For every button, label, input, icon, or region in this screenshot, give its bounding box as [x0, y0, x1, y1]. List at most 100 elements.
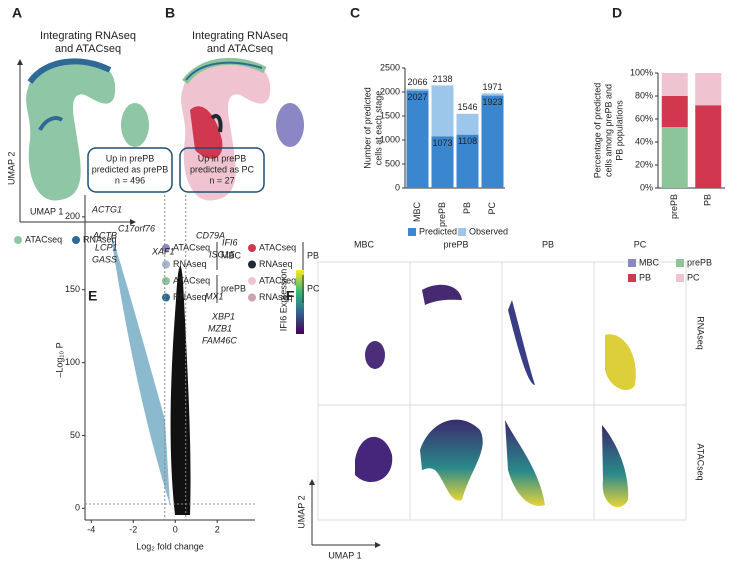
y-tick-label: 1500	[380, 110, 400, 120]
column-label: PB	[542, 239, 554, 249]
gene-label: GASS	[92, 254, 117, 264]
x-tick-label: PB	[703, 194, 713, 206]
legend-label: ATACseq	[173, 242, 210, 252]
y-tick-label: 200	[65, 211, 80, 221]
panel-letter: B	[165, 5, 175, 21]
bar	[431, 136, 454, 188]
axis-label: UMAP 1	[328, 550, 361, 560]
colorbar-label: IFI6 Expression	[278, 269, 288, 332]
gene-label: XAF1	[151, 246, 175, 256]
y-tick-label: 500	[385, 158, 400, 168]
value-label: 2066	[407, 77, 427, 87]
gene-label: ACTG1	[91, 204, 122, 214]
axis-label: Percentage of predicted	[592, 83, 602, 179]
x-tick-label: MBC	[412, 202, 422, 223]
legend-group: PB	[307, 250, 319, 260]
axis-label: cells among prePB and	[603, 84, 613, 177]
legend-label: RNAseq	[173, 292, 207, 302]
legend-swatch	[162, 260, 170, 269]
panel-title: Integrating RNAseq	[40, 30, 136, 42]
x-tick-label: 0	[173, 524, 178, 534]
legend-swatch	[458, 228, 466, 236]
gene-label: MZB1	[208, 323, 232, 333]
legend-label: RNAseq	[259, 259, 293, 269]
axis-label: Number of predicted	[362, 87, 372, 169]
legend-label: ATACseq	[259, 242, 296, 252]
x-tick-label: -2	[129, 524, 137, 534]
box-label: predicted as prePB	[92, 164, 169, 174]
group-box	[87, 147, 173, 193]
panel-letter: F	[286, 288, 295, 304]
y-tick-label: 60%	[635, 113, 653, 123]
legend-label: prePB	[687, 257, 712, 267]
column-label: prePB	[443, 239, 468, 249]
y-tick-label: 2000	[380, 86, 400, 96]
x-tick-label: -4	[87, 524, 95, 534]
panel-title: Integrating RNAseq	[192, 30, 288, 42]
volcano-cloud	[110, 230, 191, 515]
y-tick-label: 40%	[635, 136, 653, 146]
group-box	[179, 147, 265, 193]
f-grid	[296, 261, 687, 548]
axis-label: UMAP 2	[296, 495, 306, 528]
panel-letter: E	[88, 288, 97, 304]
value-label: 1546	[457, 102, 477, 112]
panel-title: and ATACseq	[55, 43, 121, 55]
bar	[481, 95, 504, 188]
gene-label: ACTB	[92, 230, 117, 240]
box-label: n = 27	[209, 175, 234, 185]
gene-label: ISG15	[209, 249, 236, 259]
legend-label: ATACseq	[259, 275, 296, 285]
umap-b	[181, 57, 304, 201]
gene-label: MX1	[205, 291, 224, 301]
panel-letter: D	[612, 5, 622, 21]
column-label: MBC	[354, 239, 375, 249]
x-tick-label: PB	[462, 202, 472, 214]
bar	[695, 105, 722, 188]
y-tick-label: 50	[70, 430, 80, 440]
legend-swatch	[162, 293, 170, 302]
x-tick-label: PC	[487, 202, 497, 215]
box-label: Up in prePB	[198, 153, 247, 163]
gene-label: CD79A	[196, 230, 225, 240]
y-tick-label: 150	[65, 284, 80, 294]
y-tick-label: 100	[65, 357, 80, 367]
legend-swatch	[72, 236, 80, 244]
x-tick-label: prePB	[437, 202, 447, 227]
value-label: 1108	[458, 136, 477, 146]
axis-label: UMAP 2	[6, 152, 16, 185]
y-tick-label: 0	[395, 182, 400, 192]
legend-label: ATACseq	[25, 234, 62, 244]
bar	[456, 134, 479, 188]
legend-swatch	[248, 244, 256, 252]
row-label: ATACseq	[696, 443, 706, 480]
y-tick-label: 1000	[380, 134, 400, 144]
box-label: Up in prePB	[106, 153, 155, 163]
bar	[695, 73, 722, 106]
legend-label: Predicted	[419, 226, 457, 236]
legend-label: Observed	[469, 226, 508, 236]
legend-swatch	[408, 228, 416, 236]
legend-swatch	[628, 259, 636, 267]
legend-swatch	[162, 244, 170, 252]
gene-label: LCP1	[95, 242, 118, 252]
panel-letter: C	[350, 5, 360, 21]
box-label: predicted as PC	[190, 164, 255, 174]
axis-label: Log₂ fold change	[136, 541, 204, 551]
bar	[661, 73, 688, 96]
legend-label: MBC	[639, 257, 660, 267]
value-label: 2027	[407, 92, 427, 102]
gene-label: XBP1	[211, 311, 235, 321]
legend-swatch	[162, 277, 170, 285]
legend-label: PC	[687, 272, 700, 282]
bar	[661, 96, 688, 128]
y-tick-label: 100%	[630, 67, 653, 77]
y-tick-label: 0	[75, 503, 80, 513]
column-label: PC	[634, 239, 647, 249]
bar	[661, 127, 688, 188]
value-label: 1073	[432, 138, 452, 148]
y-tick-label: 80%	[635, 90, 653, 100]
gene-label: FAM46C	[202, 335, 237, 345]
legend-group: PC	[307, 283, 320, 293]
